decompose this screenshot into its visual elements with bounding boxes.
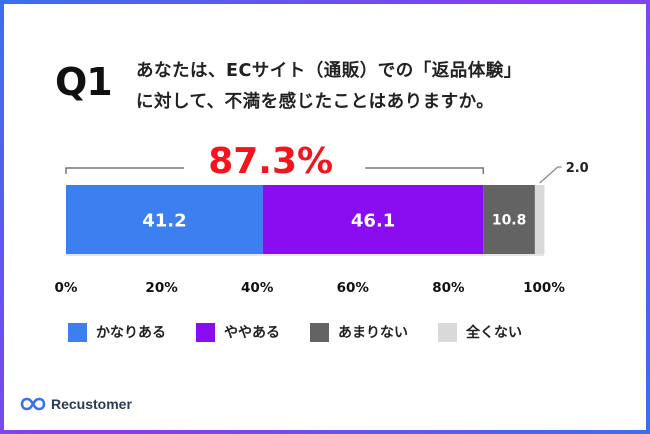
bar-segment-4 (534, 185, 545, 254)
legend-swatch-4 (438, 322, 457, 342)
legend-swatch-2 (196, 322, 215, 342)
question-number: Q1 (55, 60, 113, 104)
legend-swatch-1 (68, 322, 87, 342)
legend-item-1: かなりある (68, 322, 166, 342)
x-tick-label-60: 60% (337, 280, 370, 296)
infinity-icon (20, 397, 46, 411)
x-tick-label-0: 0% (55, 280, 78, 296)
legend-label-1: かなりある (96, 325, 166, 341)
bar-segment-3 (483, 185, 535, 254)
data-label-4: 2.0 (566, 161, 589, 176)
brand-name: Recustomer (51, 396, 132, 412)
data-label-1: 41.2 (142, 211, 186, 232)
x-tick-label-20: 20% (145, 280, 178, 296)
question-line-1: あなたは、ECサイト（通販）での「返品体験」 (136, 61, 522, 81)
x-tick-label-80: 80% (432, 280, 465, 296)
data-label-3: 10.8 (492, 213, 527, 229)
data-label-leader-line (539, 166, 562, 184)
legend-label-2: ややある (224, 325, 280, 341)
legend-item-4: 全くない (438, 322, 522, 342)
legend-label-4: 全くない (466, 325, 522, 341)
bracket-left (65, 167, 184, 174)
legend-item-2: ややある (196, 322, 280, 342)
legend-item-3: あまりない (310, 322, 408, 342)
legend-swatch-3 (310, 322, 329, 342)
bracket-total-label: 87.3% (208, 141, 333, 182)
question-line-2: に対して、不満を感じたことはありますか。 (136, 92, 495, 112)
x-tick-label-40: 40% (241, 280, 274, 296)
data-label-2: 46.1 (351, 211, 395, 232)
x-tick-label-100: 100% (523, 280, 565, 296)
brand: Recustomer (20, 396, 132, 412)
bar-segment-2 (262, 185, 484, 254)
chart-legend: かなりある ややある あまりない 全くない (68, 322, 552, 342)
bracket-right (365, 167, 485, 174)
legend-label-3: あまりない (338, 325, 408, 341)
bar-segment-1 (66, 185, 263, 254)
question-text: あなたは、ECサイト（通販）での「返品体験」 に対して、不満を感じたことはありま… (136, 56, 606, 118)
